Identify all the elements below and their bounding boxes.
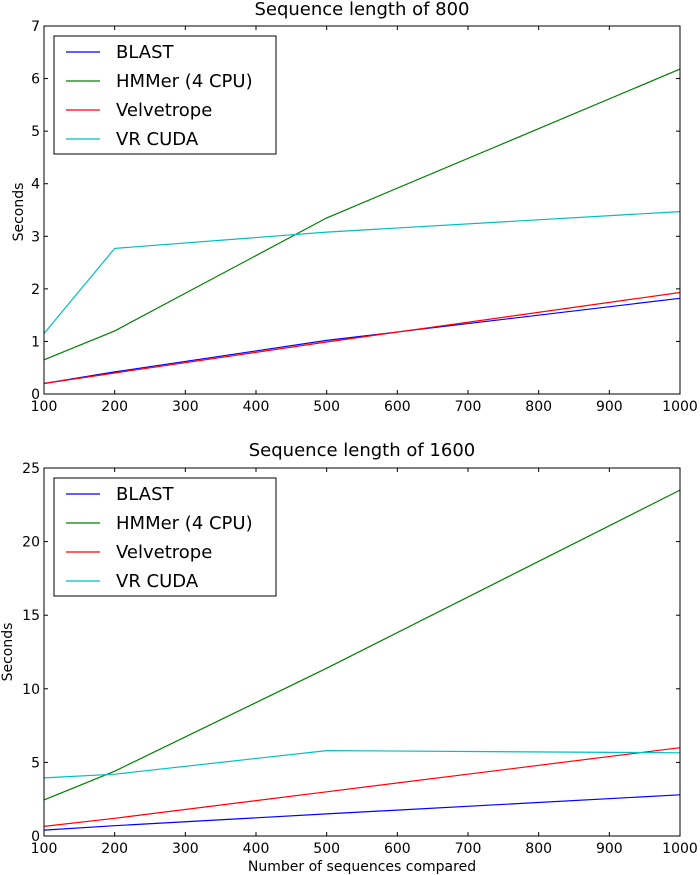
chart-1600: Sequence length of 1600 Seconds Number o… bbox=[0, 440, 698, 875]
y-tick-label: 6 bbox=[31, 72, 40, 88]
legend-box bbox=[53, 477, 277, 597]
y-tick-label: 2 bbox=[31, 282, 40, 298]
legend-label-vr-cuda: VR CUDA bbox=[116, 571, 199, 592]
plot-area: 100 200 300 400 500 600 700 800 900 1000 0 5 10 15 20… bbox=[22, 461, 698, 857]
plot-frame bbox=[43, 467, 681, 837]
legend-label-blast: BLAST bbox=[116, 484, 175, 505]
series-line-velvetrope bbox=[43, 747, 681, 827]
legend: BLAST HMMer (4 CPU) Velvetrope VR CUDA bbox=[53, 477, 277, 597]
plot-frame bbox=[43, 25, 681, 395]
x-tick-label: 1000 bbox=[662, 841, 698, 857]
x-tick-label: 200 bbox=[101, 399, 128, 415]
x-tick-label: 300 bbox=[172, 841, 199, 857]
y-tick-label: 0 bbox=[31, 387, 40, 403]
x-axis-label: Number of sequences compared bbox=[248, 859, 476, 875]
x-tick-label: 300 bbox=[172, 399, 199, 415]
x-tick-label: 900 bbox=[596, 399, 623, 415]
x-tick-label: 1000 bbox=[662, 399, 698, 415]
series-line-blast bbox=[43, 794, 681, 831]
legend-label-vr-cuda: VR CUDA bbox=[116, 129, 199, 150]
y-tick-label: 5 bbox=[31, 755, 40, 771]
y-tick-label: 10 bbox=[22, 682, 40, 698]
x-tick-label: 600 bbox=[384, 841, 411, 857]
series-line-hmmer-4-cpu bbox=[43, 489, 681, 801]
y-tick-label: 25 bbox=[22, 461, 40, 477]
series-line-hmmer-4-cpu bbox=[43, 68, 681, 361]
chart-title: Sequence length of 1600 bbox=[249, 440, 476, 461]
x-tick-label: 700 bbox=[455, 841, 482, 857]
legend-label-velvetrope: Velvetrope bbox=[116, 542, 212, 563]
legend-label-blast: BLAST bbox=[116, 42, 175, 63]
x-tick-label: 600 bbox=[384, 399, 411, 415]
x-tick-label: 800 bbox=[525, 841, 552, 857]
x-tick-label: 800 bbox=[525, 399, 552, 415]
legend-label-hmmer: HMMer (4 CPU) bbox=[116, 71, 253, 92]
series-line-blast bbox=[43, 297, 681, 385]
x-tick-label: 500 bbox=[313, 399, 340, 415]
series-line-velvetrope bbox=[43, 291, 681, 385]
series-line-vr-cuda bbox=[43, 211, 681, 334]
y-tick-label: 4 bbox=[31, 177, 40, 193]
series-line-vr-cuda bbox=[43, 749, 681, 779]
chart-800: Sequence length of 800 Seconds 100 200 300… bbox=[11, 0, 698, 415]
y-ticks: 0 5 10 15 20 25 bbox=[22, 461, 680, 845]
y-tick-label: 15 bbox=[22, 608, 40, 624]
y-tick-label: 1 bbox=[31, 334, 40, 350]
x-tick-label: 100 bbox=[31, 841, 58, 857]
chart-title: Sequence length of 800 bbox=[254, 0, 469, 20]
y-tick-label: 20 bbox=[22, 535, 40, 551]
y-tick-label: 3 bbox=[31, 229, 40, 245]
legend-label-hmmer: HMMer (4 CPU) bbox=[116, 513, 253, 534]
x-tick-label: 400 bbox=[243, 399, 270, 415]
x-tick-label: 100 bbox=[31, 399, 58, 415]
y-tick-label: 5 bbox=[31, 124, 40, 140]
y-tick-label: 7 bbox=[31, 19, 40, 35]
y-tick-label: 0 bbox=[31, 829, 40, 845]
y-axis-label: Seconds bbox=[0, 623, 16, 682]
x-tick-label: 700 bbox=[455, 399, 482, 415]
plot-area: 100 200 300 400 500 600 700 800 900 1000 0 1 2 3 4 5 6 7 bbox=[31, 19, 698, 415]
x-tick-label: 900 bbox=[596, 841, 623, 857]
y-ticks: 0 1 2 3 4 5 6 7 bbox=[31, 19, 680, 403]
x-tick-label: 200 bbox=[101, 841, 128, 857]
x-tick-label: 400 bbox=[243, 841, 270, 857]
y-axis-label: Seconds bbox=[11, 183, 27, 242]
legend-box bbox=[53, 35, 277, 155]
series-lines bbox=[43, 489, 681, 831]
x-ticks: 100 200 300 400 500 600 700 800 900 1000 bbox=[31, 468, 698, 857]
legend: BLAST HMMer (4 CPU) Velvetrope VR CUDA bbox=[53, 35, 277, 155]
x-tick-label: 500 bbox=[313, 841, 340, 857]
legend-label-velvetrope: Velvetrope bbox=[116, 100, 212, 121]
series-lines bbox=[43, 68, 681, 385]
x-ticks: 100 200 300 400 500 600 700 800 900 1000 bbox=[31, 26, 698, 415]
